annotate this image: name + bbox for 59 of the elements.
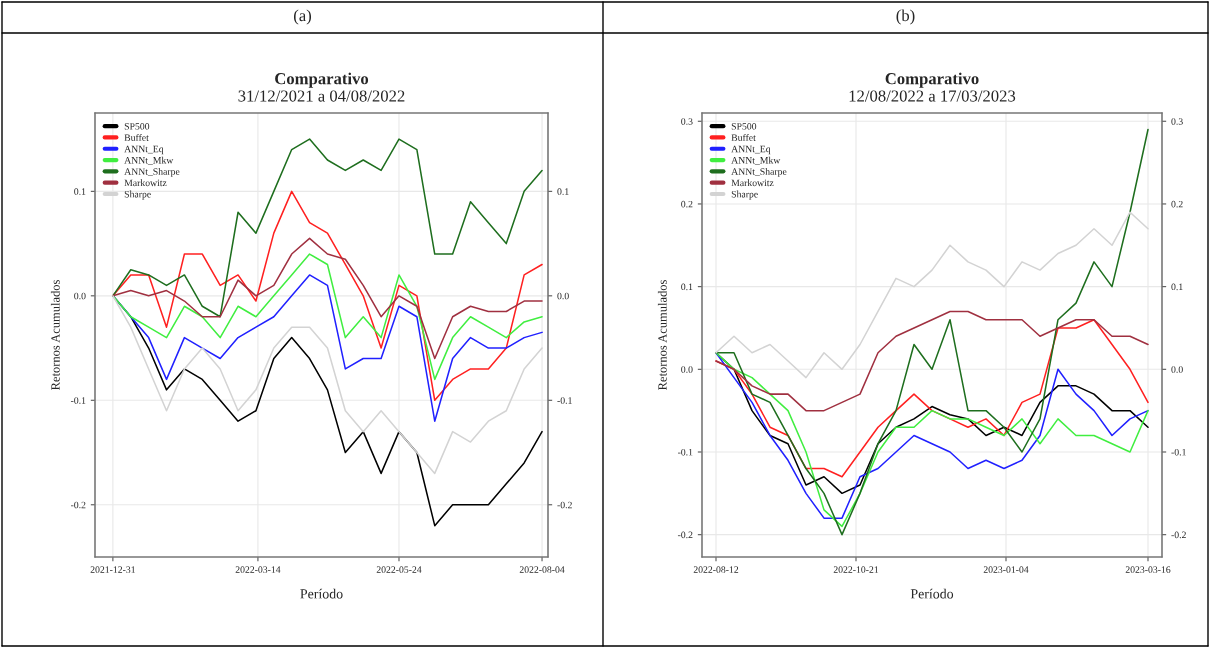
text: (b) <box>896 9 915 25</box>
y2-tick-label: 0.0 <box>557 292 569 300</box>
line-series <box>112 295 543 475</box>
legend-label: SP500 <box>124 123 150 130</box>
y2-tick-label: -0.1 <box>557 397 572 404</box>
y2-tick-label: 0.1 <box>557 188 569 195</box>
legend-label: Sharpe <box>731 190 758 200</box>
y2-tick-label: 0.0 <box>1171 366 1183 373</box>
y-tick-label: 0.1 <box>74 188 86 195</box>
line-series <box>112 237 543 360</box>
legend-label: ANNt_Sharpe <box>731 168 787 177</box>
legend-label: ANNt_Mkw <box>124 156 174 165</box>
legend-label: Buffet <box>731 133 756 141</box>
x-tick-label: 2022-10-21 <box>833 566 879 573</box>
y2-tick-label: 0.2 <box>1171 200 1183 208</box>
chart-title: Comparativo <box>275 72 369 88</box>
line-series <box>112 253 543 381</box>
x-tick-label: 2022-03-14 <box>235 566 281 573</box>
y2-tick-label: 0.3 <box>1171 118 1183 125</box>
y2-tick-label: -0.2 <box>557 501 572 509</box>
y-tick-label: 0.3 <box>681 118 693 125</box>
text: (a) <box>293 9 312 25</box>
x-tick-label: 2023-01-04 <box>983 566 1029 573</box>
y-tick-label: 0.2 <box>681 200 693 208</box>
x-tick-label: 2021-12-31 <box>90 566 135 573</box>
x-tick-label: 2022-08-12 <box>693 566 739 573</box>
x-axis-title: Período <box>300 588 343 599</box>
y-tick-label: 0.1 <box>681 283 693 291</box>
y-tick-label: 0.0 <box>74 292 86 300</box>
legend-label: Markowitz <box>124 179 167 187</box>
line-series <box>715 310 1149 412</box>
x-axis-title: Período <box>910 588 954 599</box>
x-tick-label: 2023-03-16 <box>1125 566 1171 573</box>
legend-label: ANNt_Eq <box>731 145 771 155</box>
legend-label: ANNt_Mkw <box>731 156 781 165</box>
chart-subtitle: 31/12/2021 a 04/08/2022 <box>238 90 405 102</box>
x-tick-label: 2022-05-24 <box>376 566 422 573</box>
legend-label: Sharpe <box>124 190 151 200</box>
y2-tick-label: 0.1 <box>1171 283 1183 291</box>
x-tick-label: 2022-08-04 <box>519 566 565 573</box>
y-tick-label: -0.2 <box>677 531 693 539</box>
y-tick-label: -0.1 <box>677 448 693 456</box>
chart-title: Comparativo <box>885 72 979 88</box>
legend-label: ANNt_Sharpe <box>124 168 180 177</box>
y-axis-title: Retornos Acumulados <box>50 280 60 391</box>
y-tick-label: -0.1 <box>70 397 86 404</box>
y-tick-label: -0.2 <box>70 501 86 509</box>
legend-label: ANNt_Eq <box>124 145 164 155</box>
y2-tick-label: -0.2 <box>1171 531 1186 539</box>
chart-subtitle: 12/08/2022 a 17/03/2023 <box>849 90 1016 102</box>
line-series <box>715 128 1149 536</box>
legend-label: Markowitz <box>731 179 774 187</box>
y-axis-title: Retornos Acumulados <box>657 280 667 391</box>
line-series <box>715 211 1149 379</box>
line-series <box>112 190 543 402</box>
legend-label: Buffet <box>124 133 149 141</box>
y-tick-label: 0.0 <box>681 366 693 373</box>
y2-tick-label: -0.1 <box>1171 448 1186 456</box>
legend-label: SP500 <box>731 123 757 130</box>
